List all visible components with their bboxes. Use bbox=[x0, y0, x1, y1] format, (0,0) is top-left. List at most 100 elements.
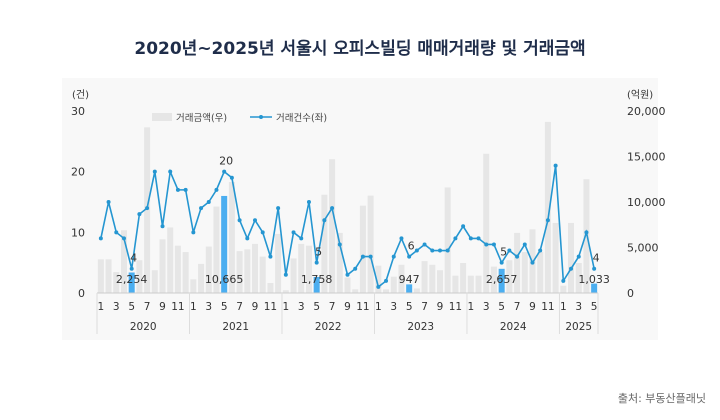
bar bbox=[321, 194, 328, 293]
count-point bbox=[145, 206, 150, 211]
count-point bbox=[260, 230, 265, 235]
month-tick-label: 9 bbox=[252, 301, 259, 313]
count-point bbox=[106, 200, 111, 204]
count-data-label: 20 bbox=[219, 155, 233, 168]
bar bbox=[244, 249, 251, 293]
bar bbox=[537, 252, 544, 293]
bar bbox=[190, 279, 197, 293]
count-point bbox=[584, 230, 589, 235]
bar-data-label: 10,665 bbox=[205, 273, 244, 286]
bar bbox=[552, 222, 559, 293]
count-point bbox=[206, 200, 211, 204]
year-label: 2025 bbox=[565, 321, 592, 333]
bar bbox=[213, 206, 220, 293]
bar bbox=[228, 181, 235, 293]
bar bbox=[375, 265, 382, 293]
bar-data-label: 2,254 bbox=[116, 273, 148, 286]
bar bbox=[298, 243, 305, 293]
source-note: 출처: 부동산플래닛 bbox=[617, 392, 706, 405]
bar bbox=[252, 243, 259, 293]
count-point bbox=[360, 254, 365, 259]
count-data-label: 4 bbox=[593, 252, 600, 265]
highlight-bar bbox=[128, 272, 135, 293]
count-data-label: 4 bbox=[130, 252, 137, 265]
month-tick-label: 3 bbox=[575, 301, 582, 313]
bar bbox=[467, 275, 474, 293]
count-point bbox=[515, 254, 520, 259]
bar bbox=[352, 289, 359, 293]
bar bbox=[483, 153, 490, 293]
count-point bbox=[237, 218, 242, 223]
month-tick-label: 11 bbox=[171, 301, 184, 313]
month-tick-label: 7 bbox=[144, 301, 151, 313]
count-point bbox=[306, 200, 311, 204]
bar bbox=[413, 288, 420, 293]
count-point bbox=[353, 266, 358, 271]
count-point bbox=[407, 254, 412, 259]
count-point bbox=[592, 266, 597, 271]
count-point bbox=[98, 236, 103, 241]
legend-bar-label: 거래금액(우) bbox=[176, 112, 227, 124]
bar bbox=[475, 275, 482, 293]
count-point bbox=[422, 242, 427, 247]
right-tick-label: 20,000 bbox=[627, 105, 666, 118]
month-tick-label: 3 bbox=[113, 301, 120, 313]
bar bbox=[267, 282, 274, 293]
month-tick-label: 11 bbox=[449, 301, 462, 313]
count-point bbox=[553, 163, 558, 168]
bar bbox=[452, 275, 459, 293]
count-point bbox=[430, 248, 435, 253]
bar bbox=[575, 262, 582, 293]
bar bbox=[436, 270, 443, 293]
month-tick-label: 11 bbox=[541, 301, 554, 313]
count-point bbox=[468, 236, 473, 241]
bar bbox=[236, 251, 243, 293]
left-tick-label: 10 bbox=[71, 226, 85, 239]
month-tick-label: 3 bbox=[390, 301, 397, 313]
bar bbox=[174, 245, 181, 293]
bar bbox=[159, 239, 166, 293]
count-point bbox=[538, 248, 543, 253]
count-point bbox=[299, 236, 304, 241]
month-tick-label: 5 bbox=[406, 301, 413, 313]
count-point bbox=[337, 242, 342, 247]
month-tick-label: 1 bbox=[98, 301, 105, 313]
bar bbox=[398, 264, 405, 293]
bar bbox=[367, 195, 374, 293]
count-point bbox=[445, 248, 450, 253]
bar bbox=[568, 222, 575, 293]
month-tick-label: 11 bbox=[356, 301, 369, 313]
month-tick-label: 9 bbox=[344, 301, 351, 313]
month-tick-label: 1 bbox=[190, 301, 197, 313]
count-point bbox=[391, 254, 396, 259]
month-tick-label: 3 bbox=[483, 301, 490, 313]
year-label: 2024 bbox=[500, 321, 527, 333]
count-point bbox=[507, 248, 512, 253]
bar bbox=[444, 187, 451, 293]
bar-data-label: 1,033 bbox=[578, 273, 610, 286]
bar bbox=[113, 272, 120, 293]
month-tick-label: 1 bbox=[282, 301, 289, 313]
bar bbox=[359, 205, 366, 293]
bar-data-label: 947 bbox=[399, 273, 420, 286]
count-point bbox=[183, 187, 188, 192]
left-tick-label: 20 bbox=[71, 166, 85, 179]
left-tick-label: 30 bbox=[71, 105, 85, 118]
count-point bbox=[545, 218, 550, 223]
count-line bbox=[100, 165, 595, 289]
bar bbox=[344, 277, 351, 293]
count-point bbox=[461, 224, 466, 229]
highlight-bar bbox=[221, 195, 228, 293]
legend-line-marker bbox=[259, 115, 263, 119]
bar bbox=[136, 260, 143, 293]
bar-data-label: 2,657 bbox=[486, 273, 518, 286]
year-label: 2021 bbox=[222, 321, 249, 333]
bar bbox=[560, 285, 567, 293]
count-point bbox=[283, 272, 288, 277]
right-tick-label: 10,000 bbox=[627, 196, 666, 209]
count-point bbox=[437, 248, 442, 253]
count-point bbox=[330, 206, 335, 211]
bar bbox=[205, 246, 212, 293]
month-tick-label: 7 bbox=[329, 301, 336, 313]
